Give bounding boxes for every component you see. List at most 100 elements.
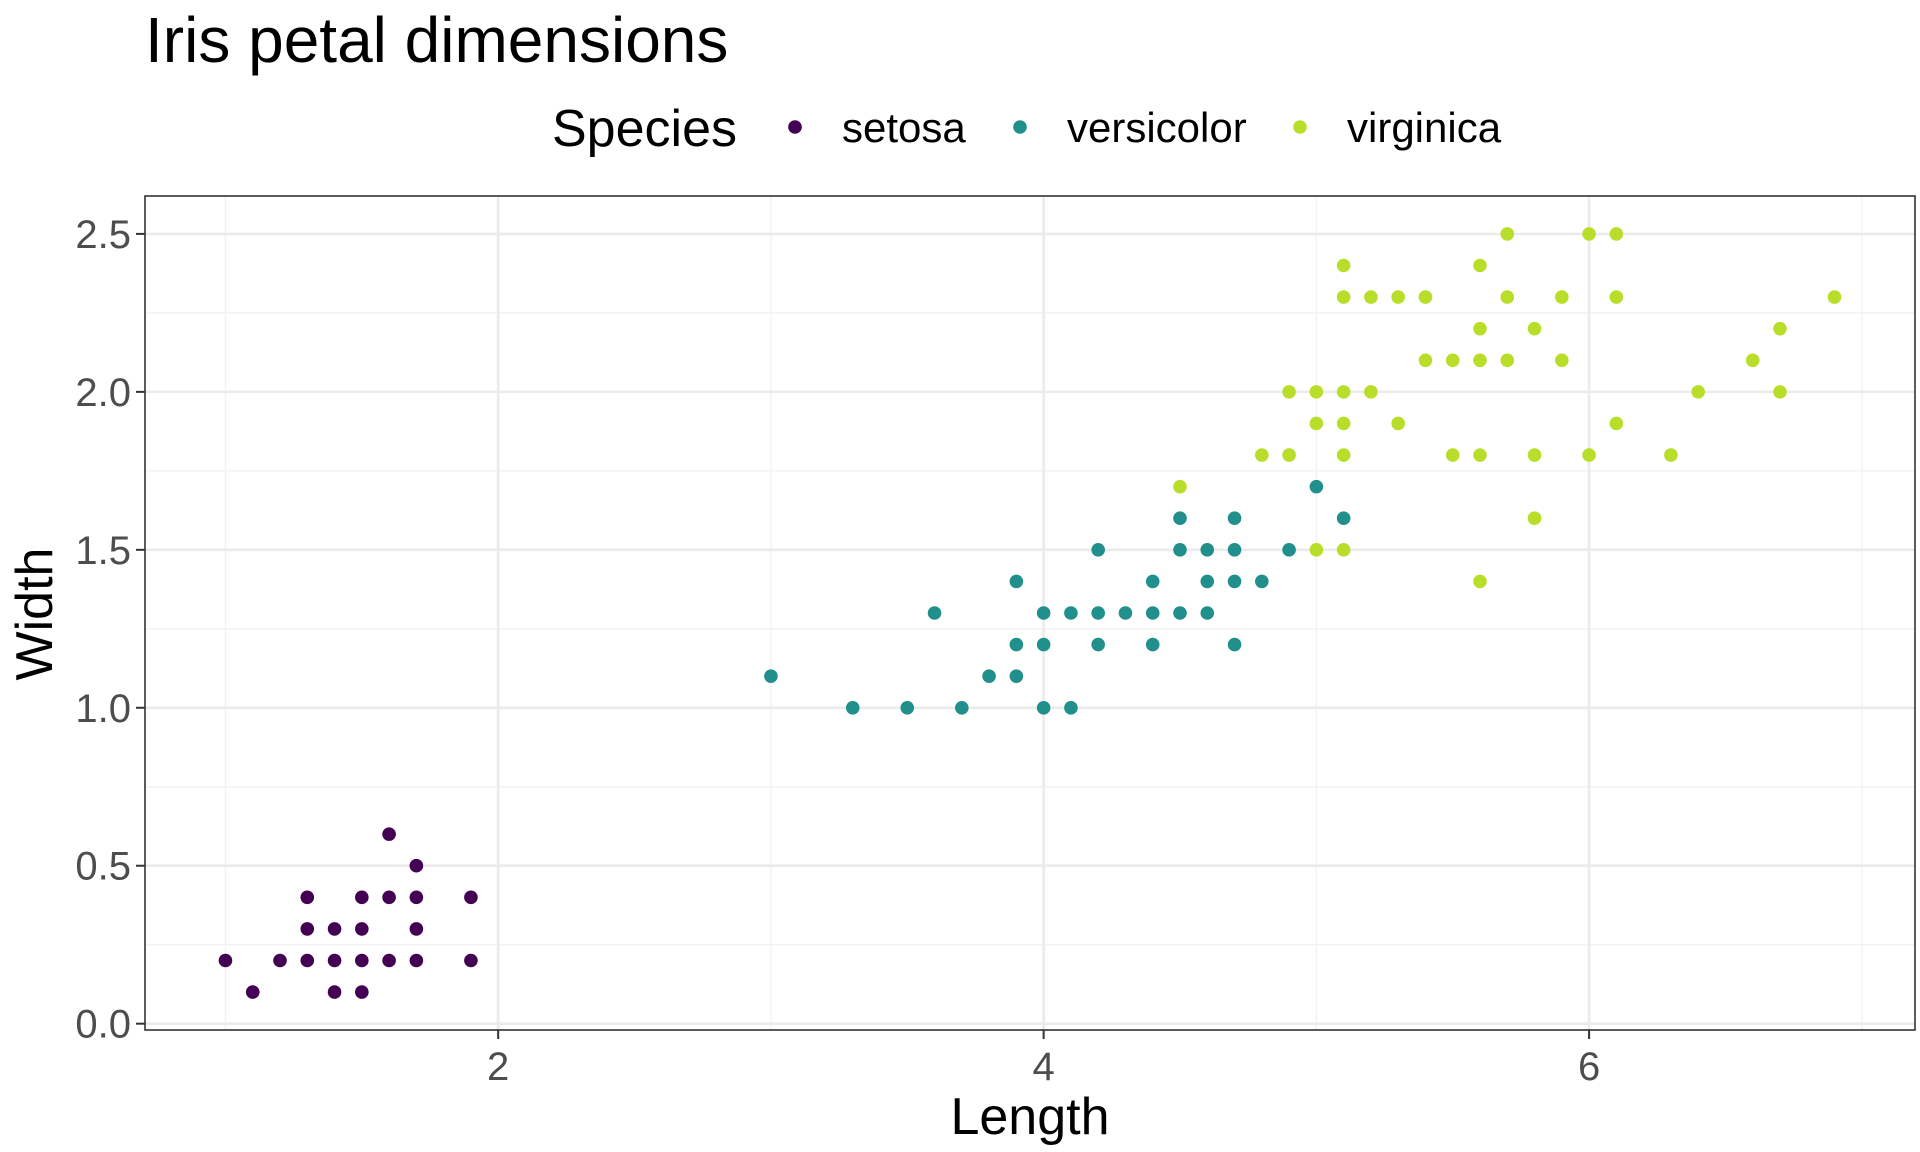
data-point-setosa [464,890,478,905]
data-point-virginica [1555,290,1569,304]
data-point-virginica [1336,448,1351,462]
data-point-versicolor [764,669,778,683]
x-axis: 2 4 6 [487,1030,1600,1089]
data-point-setosa [409,858,424,873]
y-tick-label: 1.5 [75,529,131,573]
data-point-versicolor [1064,700,1078,715]
data-point-virginica [1336,290,1351,304]
data-point-setosa [327,922,342,936]
data-point-virginica [1582,227,1596,241]
data-point-virginica [1309,416,1324,431]
series-virginica [1173,227,1842,589]
series-setosa [218,827,478,999]
data-point-virginica [1445,353,1460,368]
data-point-versicolor [1145,574,1160,589]
data-point-setosa [355,985,369,999]
plot-panel [144,195,1916,1031]
data-point-virginica [1336,258,1351,273]
data-point-virginica [1418,290,1433,304]
data-point-versicolor [1173,606,1187,620]
legend-label-virginica: virginica [1347,104,1502,151]
data-point-setosa [382,827,396,841]
legend-title: Species [552,100,737,158]
data-point-virginica [1336,385,1351,399]
data-point-setosa [300,953,315,968]
data-point-virginica [1500,353,1515,368]
data-point-setosa [245,985,260,999]
data-point-versicolor [1009,637,1024,652]
data-point-virginica [1664,448,1678,462]
data-point-versicolor [1009,669,1024,683]
legend-label-setosa: setosa [842,104,966,151]
data-point-virginica [1473,353,1487,368]
data-point-versicolor [1309,479,1324,494]
data-point-versicolor [900,700,915,715]
legend-item-virginica: virginica [1293,104,1502,151]
legend-item-versicolor: versicolor [1013,104,1247,151]
data-point-versicolor [1227,543,1242,557]
data-point-virginica [1445,448,1460,462]
data-point-versicolor [1036,700,1051,715]
data-point-virginica [1500,290,1515,304]
data-point-virginica [1309,385,1324,399]
data-point-virginica [1473,574,1487,589]
data-point-versicolor [1036,606,1051,620]
y-tick-label: 1.0 [75,687,131,731]
data-point-virginica [1364,290,1378,304]
data-point-versicolor [1036,637,1051,652]
data-point-setosa [355,953,369,968]
data-point-virginica [1609,416,1624,431]
data-point-virginica [1527,448,1542,462]
data-point-virginica [1282,385,1296,399]
data-point-setosa [300,922,315,936]
data-point-setosa [464,953,478,968]
x-axis-title: Length [950,1088,1109,1146]
data-point-virginica [1745,353,1760,368]
data-point-versicolor [1336,511,1351,526]
data-point-virginica [1418,353,1433,368]
data-point-setosa [273,953,287,968]
data-point-virginica [1391,290,1405,304]
data-point-virginica [1500,227,1515,241]
data-point-versicolor [955,700,969,715]
data-point-versicolor [1173,511,1187,526]
data-point-setosa [327,953,342,968]
minor-gridlines [145,196,1915,1030]
data-point-versicolor [1200,606,1215,620]
legend: Species setosa versicolor virginica [552,100,1502,158]
data-point-versicolor [1227,511,1242,526]
data-point-setosa [382,890,396,905]
data-points [218,227,1842,999]
data-point-versicolor [1009,574,1024,589]
data-point-virginica [1609,227,1624,241]
data-point-virginica [1309,543,1324,557]
y-tick-label: 0.5 [75,845,131,889]
data-point-setosa [382,953,396,968]
data-point-versicolor [1282,543,1296,557]
data-point-virginica [1391,416,1405,431]
legend-key-setosa [788,120,802,134]
y-tick-label: 2.5 [75,213,131,257]
data-point-virginica [1773,385,1787,399]
data-point-versicolor [1145,606,1160,620]
data-point-virginica [1582,448,1596,462]
data-point-virginica [1364,385,1378,399]
y-tick-label: 2.0 [75,371,131,415]
data-point-versicolor [1227,637,1242,652]
data-point-versicolor [1064,606,1078,620]
data-point-setosa [355,922,369,936]
data-point-setosa [327,985,342,999]
data-point-versicolor [927,606,942,620]
data-point-versicolor [1200,574,1215,589]
data-point-versicolor [1255,574,1269,589]
x-tick-label: 6 [1578,1045,1600,1089]
data-point-virginica [1173,479,1187,494]
data-point-virginica [1773,321,1787,336]
data-point-virginica [1827,290,1842,304]
data-point-setosa [409,890,424,905]
legend-items: setosa versicolor virginica [788,104,1502,151]
x-tick-label: 4 [1033,1045,1055,1089]
data-point-virginica [1527,511,1542,526]
